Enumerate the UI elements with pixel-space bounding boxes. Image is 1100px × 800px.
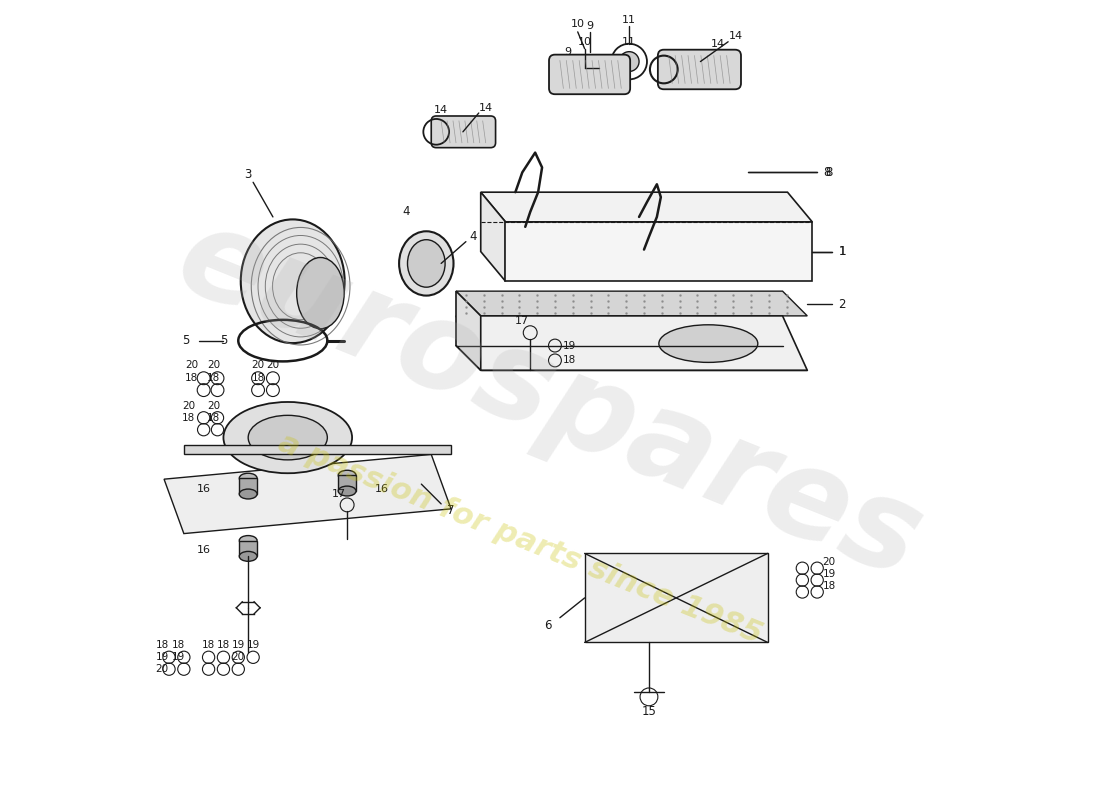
Ellipse shape <box>249 415 328 460</box>
Polygon shape <box>456 291 481 370</box>
Polygon shape <box>164 454 451 534</box>
Text: 11: 11 <box>623 15 636 25</box>
Text: 1: 1 <box>838 245 846 258</box>
Ellipse shape <box>399 231 453 295</box>
Text: 1: 1 <box>838 245 846 258</box>
Text: 11: 11 <box>623 37 636 46</box>
Text: 19: 19 <box>173 652 186 662</box>
Text: 16: 16 <box>375 484 388 494</box>
Text: 4: 4 <box>469 230 476 243</box>
Polygon shape <box>184 445 451 454</box>
FancyBboxPatch shape <box>658 50 741 90</box>
Text: 20: 20 <box>232 652 245 662</box>
FancyBboxPatch shape <box>644 226 660 238</box>
Bar <box>240 541 257 556</box>
Text: 14: 14 <box>478 103 493 113</box>
Ellipse shape <box>240 489 257 499</box>
Polygon shape <box>456 316 807 370</box>
Text: 19: 19 <box>246 641 260 650</box>
Ellipse shape <box>338 470 356 480</box>
Text: 7: 7 <box>448 504 454 518</box>
Text: 20: 20 <box>155 664 168 674</box>
Text: 16: 16 <box>197 546 210 555</box>
Text: 6: 6 <box>544 619 552 632</box>
Polygon shape <box>584 554 768 642</box>
Bar <box>240 478 257 494</box>
Text: 20: 20 <box>183 401 196 411</box>
Text: 19: 19 <box>563 341 576 350</box>
Text: eurospares: eurospares <box>161 196 939 604</box>
Ellipse shape <box>338 486 356 496</box>
Text: 3: 3 <box>244 168 252 181</box>
Text: 17: 17 <box>332 489 346 499</box>
FancyBboxPatch shape <box>527 201 543 213</box>
Text: 17: 17 <box>515 316 529 326</box>
Bar <box>338 475 356 491</box>
Text: 18: 18 <box>207 374 220 383</box>
Text: a passion for parts since 1985: a passion for parts since 1985 <box>274 428 767 650</box>
Text: 18: 18 <box>823 581 836 591</box>
Text: 10: 10 <box>578 37 592 46</box>
Text: 2: 2 <box>838 298 846 310</box>
Text: 18: 18 <box>207 413 220 423</box>
Text: 8: 8 <box>825 166 833 179</box>
Text: 20: 20 <box>266 360 279 370</box>
Text: 18: 18 <box>185 374 198 383</box>
Text: 20: 20 <box>185 360 198 370</box>
Ellipse shape <box>240 474 257 483</box>
Ellipse shape <box>240 551 257 562</box>
Text: 20: 20 <box>823 558 836 567</box>
Text: 18: 18 <box>155 641 168 650</box>
Polygon shape <box>481 192 506 282</box>
Text: 20: 20 <box>252 360 265 370</box>
Text: 9: 9 <box>564 46 571 57</box>
FancyBboxPatch shape <box>431 116 496 148</box>
Text: 5: 5 <box>220 334 227 347</box>
Text: 18: 18 <box>183 413 196 423</box>
FancyBboxPatch shape <box>549 54 630 94</box>
Text: 20: 20 <box>207 401 220 411</box>
Ellipse shape <box>240 535 257 546</box>
Polygon shape <box>506 222 812 282</box>
Text: 18: 18 <box>563 355 576 366</box>
Text: 14: 14 <box>434 105 448 115</box>
Text: 16: 16 <box>197 484 210 494</box>
Text: 15: 15 <box>641 706 657 718</box>
Polygon shape <box>481 192 812 222</box>
Text: 9: 9 <box>586 21 593 31</box>
Text: 18: 18 <box>252 374 265 383</box>
Polygon shape <box>456 291 807 316</box>
Text: 19: 19 <box>823 569 836 579</box>
Text: 19: 19 <box>232 641 245 650</box>
Ellipse shape <box>297 258 344 329</box>
Ellipse shape <box>407 240 446 287</box>
Text: 8: 8 <box>824 166 830 179</box>
Text: 18: 18 <box>173 641 186 650</box>
Text: 20: 20 <box>207 360 220 370</box>
Circle shape <box>619 52 639 71</box>
Text: 14: 14 <box>729 31 744 41</box>
Text: 10: 10 <box>571 19 585 29</box>
Ellipse shape <box>223 402 352 474</box>
Text: 4: 4 <box>403 206 410 218</box>
Text: 18: 18 <box>217 641 230 650</box>
Text: 5: 5 <box>183 334 189 347</box>
Text: 14: 14 <box>712 38 725 49</box>
Ellipse shape <box>659 325 758 362</box>
Ellipse shape <box>241 219 344 343</box>
Text: 19: 19 <box>155 652 168 662</box>
Text: 18: 18 <box>202 641 216 650</box>
